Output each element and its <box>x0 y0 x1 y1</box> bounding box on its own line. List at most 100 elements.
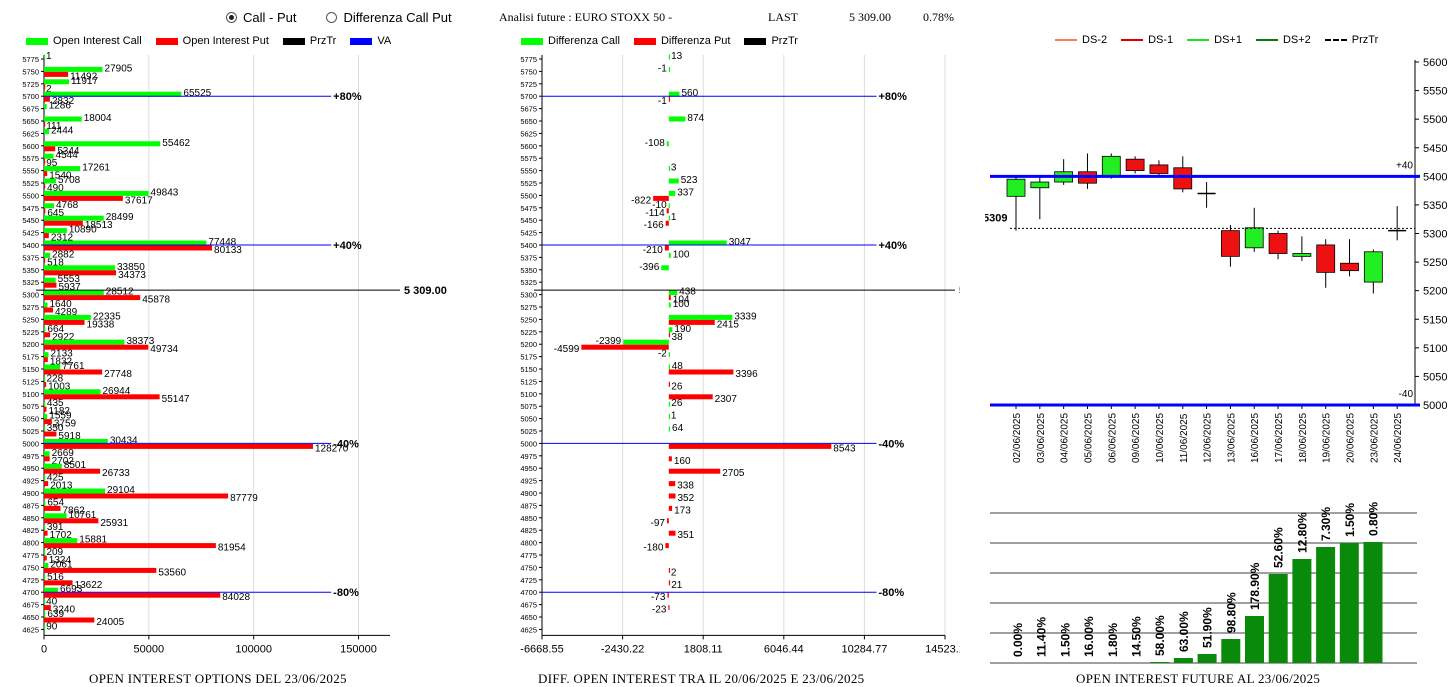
date-label: 12/06/2025 <box>1203 413 1214 463</box>
y-tick-label: 5150 <box>1423 314 1447 326</box>
put-bar <box>666 518 669 524</box>
put-bar <box>44 195 123 201</box>
call-bar <box>44 203 54 209</box>
strike-label: 5750 <box>22 67 39 76</box>
call-value-label: 18004 <box>84 113 112 124</box>
put-bar <box>44 394 160 400</box>
last-label: LAST <box>768 10 798 24</box>
radio-diff-call-put[interactable]: Differenza Call Put <box>326 10 452 25</box>
x-tick-label: 14523.1 <box>925 643 960 655</box>
strike-label: 5350 <box>22 266 39 275</box>
last-value: 5 309.00 <box>849 10 891 24</box>
legend-item-ds+2: DS+2 <box>1255 34 1311 46</box>
strike-label: 5100 <box>520 390 537 399</box>
call-value-label: 190 <box>674 324 691 335</box>
oi-bar <box>1221 639 1241 663</box>
strike-label: 5725 <box>22 80 39 89</box>
legend-label: DS-2 <box>1082 34 1108 46</box>
put-bar <box>581 344 669 350</box>
call-bar <box>44 91 182 97</box>
footer-open-interest: OPEN INTEREST OPTIONS DEL 23/06/2025 <box>89 671 347 686</box>
put-value-label: 2705 <box>722 468 745 479</box>
legend-item-call: Open Interest Call <box>26 35 142 47</box>
candle-body <box>1292 253 1312 257</box>
put-value-label: -73 <box>651 592 666 603</box>
candle-body <box>1030 181 1050 189</box>
strike-label: 5775 <box>520 55 537 64</box>
y-tick-label: 5300 <box>1423 229 1447 241</box>
call-value-label: 2133 <box>50 349 73 360</box>
put-bar <box>44 146 56 152</box>
call-bar <box>668 426 671 432</box>
call-value-label: 7761 <box>62 361 85 372</box>
legend-item-va: VA <box>350 35 391 47</box>
legend-item-ds-1: DS-1 <box>1121 34 1173 46</box>
price-label: 5 309.00 <box>404 285 447 297</box>
radio-call-put[interactable]: Call - Put <box>226 10 296 25</box>
put-value-label: 53560 <box>158 567 186 578</box>
call-value-label: 560 <box>681 88 698 99</box>
put-bar <box>44 183 46 189</box>
put-bar <box>44 233 49 239</box>
call-value-label: 65525 <box>183 88 211 99</box>
call-value-label: 28499 <box>106 212 134 223</box>
date-label: 10/06/2025 <box>1155 413 1166 463</box>
oi-value-label: 1.50% <box>1058 623 1072 657</box>
legend-item-diff-put: Differenza Put <box>633 35 730 47</box>
strike-label: 4700 <box>22 588 39 597</box>
call-value-label: 425 <box>47 473 64 484</box>
put-bar <box>44 518 99 524</box>
call-value-label: 30434 <box>110 435 138 446</box>
legend-item-ds+1: DS+1 <box>1187 34 1242 46</box>
call-bar <box>44 116 82 122</box>
call-bar <box>668 252 671 258</box>
date-label: 20/06/2025 <box>1346 413 1357 463</box>
view-mode-radio-group: Call - Put Differenza Call Put <box>226 10 452 25</box>
strike-label: 5650 <box>22 117 39 126</box>
legend-open-interest: Open Interest Call Open Interest Put Prz… <box>26 35 391 47</box>
strike-label: 5000 <box>22 439 39 448</box>
strike-label: 4900 <box>22 489 39 498</box>
call-value-label: 639 <box>47 609 64 620</box>
strike-label: 5500 <box>520 191 537 200</box>
va-label: +40% <box>333 240 362 252</box>
put-value-label: -822 <box>631 195 651 206</box>
call-value-label: 516 <box>47 572 64 583</box>
y-tick-label: 5400 <box>1423 171 1447 183</box>
put-value-label: 2702 <box>52 456 75 467</box>
strike-label: 4775 <box>22 551 39 560</box>
strike-label: 5625 <box>22 129 39 138</box>
call-bar <box>44 438 108 444</box>
oi-value-label: 7.30% <box>1319 507 1333 541</box>
call-bar <box>668 352 670 358</box>
strike-label: 4950 <box>22 464 39 473</box>
call-bar <box>668 314 733 320</box>
put-value-label: 518 <box>47 257 64 268</box>
oi-value-label: 14.50% <box>1130 616 1144 657</box>
put-bar <box>44 456 50 462</box>
put-bar <box>44 357 48 363</box>
date-label: 19/06/2025 <box>1322 413 1333 463</box>
call-value-label: 33850 <box>117 262 145 273</box>
call-value-label: -2399 <box>596 336 622 347</box>
legend-swatch <box>744 37 767 45</box>
put-bar <box>44 369 103 375</box>
call-value-label: 55462 <box>162 138 190 149</box>
candle-body <box>1149 164 1169 174</box>
strike-label: 5075 <box>22 402 39 411</box>
put-value-label: 2832 <box>52 96 75 107</box>
strike-label: 4650 <box>520 613 537 622</box>
put-bar <box>44 295 141 301</box>
y-tick-label: 5050 <box>1423 371 1447 383</box>
strike-label: 5500 <box>22 191 39 200</box>
radio-selected-icon <box>226 12 237 23</box>
legend-item-prztr-dashed: PrzTr <box>1324 34 1378 46</box>
future-open-interest-chart: 0.00% 11.40% 1.50% 16.00% 1.80% 14.50% 58.00% 6… <box>990 502 1417 664</box>
put-value-label: 37617 <box>125 195 153 206</box>
strike-label: 5675 <box>520 105 537 114</box>
legend-label: Open Interest Put <box>182 35 269 47</box>
put-value-label: 5937 <box>58 282 81 293</box>
strike-label: 4950 <box>520 464 537 473</box>
call-value-label: -108 <box>645 138 665 149</box>
strike-label: 4675 <box>22 601 39 610</box>
